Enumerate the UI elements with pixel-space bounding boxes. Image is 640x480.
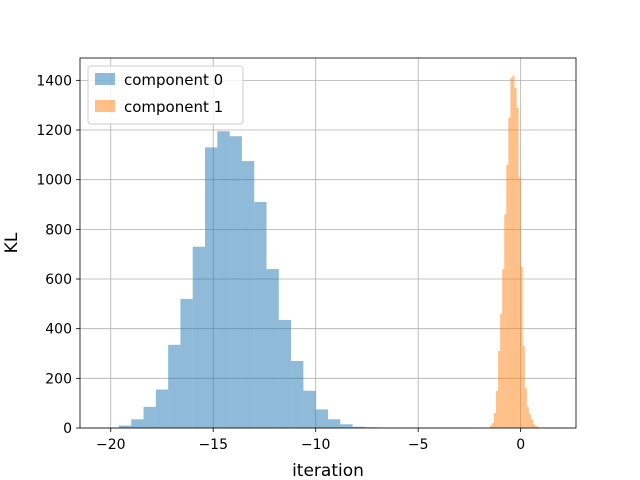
histogram-bar-component-1 xyxy=(489,425,492,428)
histogram-bar-component-0 xyxy=(118,425,132,428)
x-tick-label: −15 xyxy=(198,437,228,453)
legend-swatch-component-1 xyxy=(95,100,115,112)
histogram-bar-component-0 xyxy=(205,147,218,428)
legend-box xyxy=(87,65,244,125)
histogram-bar-component-0 xyxy=(254,202,267,428)
histogram-bar-component-1 xyxy=(516,107,519,428)
histogram-bar-component-0 xyxy=(155,389,169,428)
legend: component 0 component 1 xyxy=(87,65,244,125)
plot-frame xyxy=(79,57,577,429)
histogram-bar-component-0 xyxy=(340,424,353,428)
legend-label-component-1: component 1 xyxy=(124,98,223,116)
histogram-bar-component-1 xyxy=(502,269,505,428)
histogram-bar-component-1 xyxy=(532,424,536,428)
histogram-bar-component-0 xyxy=(192,246,206,428)
histogram-bar-component-0 xyxy=(229,136,242,428)
histogram-bar-component-0 xyxy=(143,406,156,428)
histogram-bar-component-1 xyxy=(512,75,515,428)
histogram-bar-component-0 xyxy=(241,161,255,428)
histogram-bar-component-1 xyxy=(528,414,531,428)
histogram-bar-component-1 xyxy=(500,313,503,428)
histogram-bar-component-1 xyxy=(514,87,517,429)
y-axis-label: KL xyxy=(2,232,22,253)
histogram-bar-component-0 xyxy=(131,419,144,428)
ticks-layer: −20 −15 −10 −5 0 0 200 400 600 800 1000 1200 1400 xyxy=(36,73,525,453)
histogram-bar-component-0 xyxy=(168,344,181,428)
histogram-bar-component-1 xyxy=(537,427,540,428)
histogram-bar-component-1 xyxy=(504,214,507,428)
histogram-bar-component-0 xyxy=(291,360,304,428)
histogram-bar-component-1 xyxy=(524,388,527,428)
histogram-bar-component-1 xyxy=(508,117,511,428)
histogram-bar-component-1 xyxy=(506,164,509,429)
x-tick-label: −10 xyxy=(301,437,331,453)
y-tick-label: 1000 xyxy=(36,173,72,189)
y-tick-label: 1200 xyxy=(36,123,72,139)
histogram-bar-component-1 xyxy=(520,266,523,428)
x-axis-label: iteration xyxy=(292,461,364,480)
x-tick-label: 0 xyxy=(516,437,525,453)
histogram-bar-component-1 xyxy=(522,346,525,428)
legend-label-component-0: component 0 xyxy=(124,71,223,89)
histogram-bar-component-1 xyxy=(535,426,538,428)
histogram-bar-component-0 xyxy=(266,269,279,428)
y-tick-label: 800 xyxy=(45,222,72,238)
histogram-bar-component-0 xyxy=(315,409,328,428)
histogram-bar-component-0 xyxy=(217,131,230,428)
histogram-bar-component-0 xyxy=(303,390,316,428)
histogram-bar-component-1 xyxy=(498,351,501,428)
y-tick-label: 1400 xyxy=(36,73,72,89)
y-tick-label: 200 xyxy=(45,371,72,387)
histogram-bar-component-0 xyxy=(328,419,341,428)
y-tick-label: 600 xyxy=(45,272,72,288)
histogram-bar-component-1 xyxy=(530,419,533,428)
legend-swatch-component-0 xyxy=(95,73,115,85)
histogram-bar-component-1 xyxy=(526,406,529,428)
histogram-bar-component-1 xyxy=(510,77,513,428)
y-tick-label: 400 xyxy=(45,322,72,338)
y-tick-label: 0 xyxy=(63,421,72,437)
x-tick-label: −5 xyxy=(408,437,429,453)
histogram-bar-component-0 xyxy=(180,298,193,428)
histogram-bar-component-0 xyxy=(352,426,365,428)
histogram-bar-component-1 xyxy=(496,390,499,428)
histogram-bar-component-1 xyxy=(491,423,495,428)
histogram-bar-component-1 xyxy=(518,177,521,428)
histogram-bar-component-1 xyxy=(494,413,497,428)
histogram-bar-component-0 xyxy=(278,319,292,428)
bars-layer xyxy=(106,75,542,429)
x-tick-label: −20 xyxy=(96,437,126,453)
